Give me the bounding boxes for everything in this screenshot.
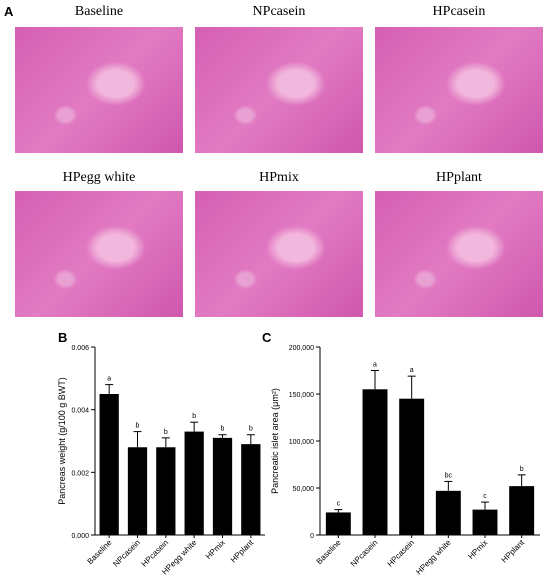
micrograph <box>15 191 183 317</box>
micrograph <box>375 27 543 153</box>
y-tick-label: 0.002 <box>71 470 89 477</box>
bar <box>325 512 351 535</box>
bar <box>212 437 233 535</box>
y-tick-label: 200,000 <box>289 345 314 352</box>
significance-letter: b <box>221 426 225 433</box>
significance-letter: b <box>192 413 196 420</box>
x-tick-label: HPplant <box>500 538 527 565</box>
significance-letter: a <box>107 376 111 383</box>
panel-label: C <box>262 330 272 345</box>
x-tick-label: NPcasein <box>111 538 142 569</box>
micrograph <box>195 191 363 317</box>
y-tick-label: 50,000 <box>293 486 315 493</box>
bar <box>156 447 176 535</box>
significance-letter: b <box>249 426 253 433</box>
y-axis-title: Pancreatic islet area (μm²) <box>270 388 280 494</box>
bar <box>184 431 204 535</box>
bar <box>399 398 425 535</box>
y-axis-title: Pancreas weight (g/100 g BWT) <box>57 377 67 505</box>
x-tick-label: Baseline <box>315 538 343 566</box>
panel-label: A <box>4 4 14 19</box>
micrograph <box>375 191 543 317</box>
image-title: HPmix <box>259 170 299 185</box>
x-tick-label: HPmix <box>204 538 227 561</box>
x-tick-label: HPcasein <box>385 538 416 569</box>
y-tick-label: 150,000 <box>289 392 314 399</box>
x-tick-label: Baseline <box>86 538 114 566</box>
significance-letter: b <box>136 423 140 430</box>
significance-letter: c <box>337 501 341 508</box>
bar <box>509 486 535 535</box>
bar <box>99 394 119 535</box>
x-tick-label: HPmix <box>466 538 489 561</box>
significance-letter: b <box>520 466 524 473</box>
bar <box>241 444 261 535</box>
bar <box>435 490 461 535</box>
y-tick-label: 0.006 <box>71 345 89 352</box>
image-title: Baseline <box>74 4 124 19</box>
micrograph <box>15 27 183 153</box>
panel-label: B <box>58 330 67 345</box>
bar <box>472 509 498 535</box>
y-tick-label: 0 <box>310 533 314 540</box>
image-title: HPplant <box>436 170 482 185</box>
significance-letter: c <box>483 493 487 500</box>
x-tick-label: NPcasein <box>349 538 380 569</box>
y-tick-label: 0.004 <box>71 408 89 415</box>
micrograph <box>195 27 363 153</box>
significance-letter: a <box>373 362 377 369</box>
image-title: HPegg white <box>62 170 136 185</box>
x-tick-label: HPplant <box>229 538 256 565</box>
significance-letter: bc <box>445 472 453 479</box>
y-tick-label: 0.000 <box>71 533 89 540</box>
significance-letter: a <box>410 367 414 374</box>
image-title: NPcasein <box>252 4 306 19</box>
y-tick-label: 100,000 <box>289 439 314 446</box>
significance-letter: b <box>164 429 168 436</box>
bar <box>362 389 388 535</box>
bar <box>127 447 148 535</box>
x-tick-label: HPegg white <box>414 538 453 577</box>
image-title: HPcasein <box>432 4 486 19</box>
